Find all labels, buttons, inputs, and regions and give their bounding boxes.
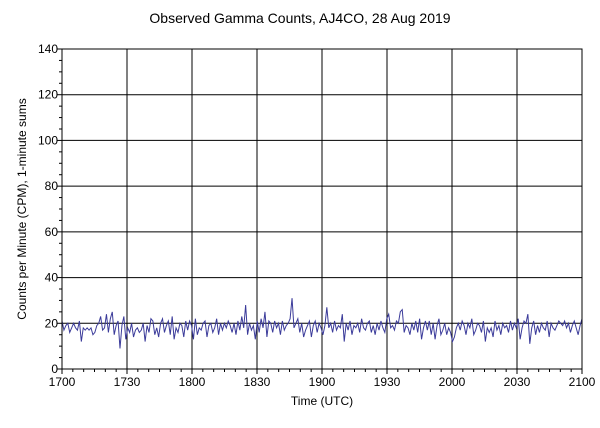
grid [61,48,583,370]
x-tick-label: 1830 [244,375,271,389]
x-tick-label: 2000 [439,375,466,389]
chart-title: Observed Gamma Counts, AJ4CO, 28 Aug 201… [149,10,451,26]
x-tick-label: 2030 [504,375,531,389]
x-tick-label: 1700 [49,375,76,389]
y-tick-label: 20 [45,316,59,330]
series-line-gamma-counts [61,298,583,349]
y-tick-label: 120 [38,88,58,102]
y-tick-label: 140 [38,42,58,56]
y-tick-label: 40 [45,271,59,285]
x-tick-label: 1930 [374,375,401,389]
x-tick-labels: 1700 1730 1800 1830 1900 1930 2000 2030 2100 [49,375,596,389]
y-tick-label: 0 [51,362,58,376]
x-tick-label: 1900 [309,375,336,389]
plot-frame [61,48,583,370]
y-tick-labels: 0 20 40 60 80 100 120 140 [38,42,58,376]
x-axis-label: Time (UTC) [290,394,354,408]
y-axis-label: Counts per Minute (CPM), 1-minute sums [15,98,29,320]
y-tick-label: 60 [45,225,59,239]
x-tick-label: 2100 [569,375,596,389]
y-tick-label: 100 [38,133,58,147]
x-tick-label: 1800 [179,375,206,389]
y-tick-label: 80 [45,179,59,193]
x-tick-label: 1730 [114,375,141,389]
